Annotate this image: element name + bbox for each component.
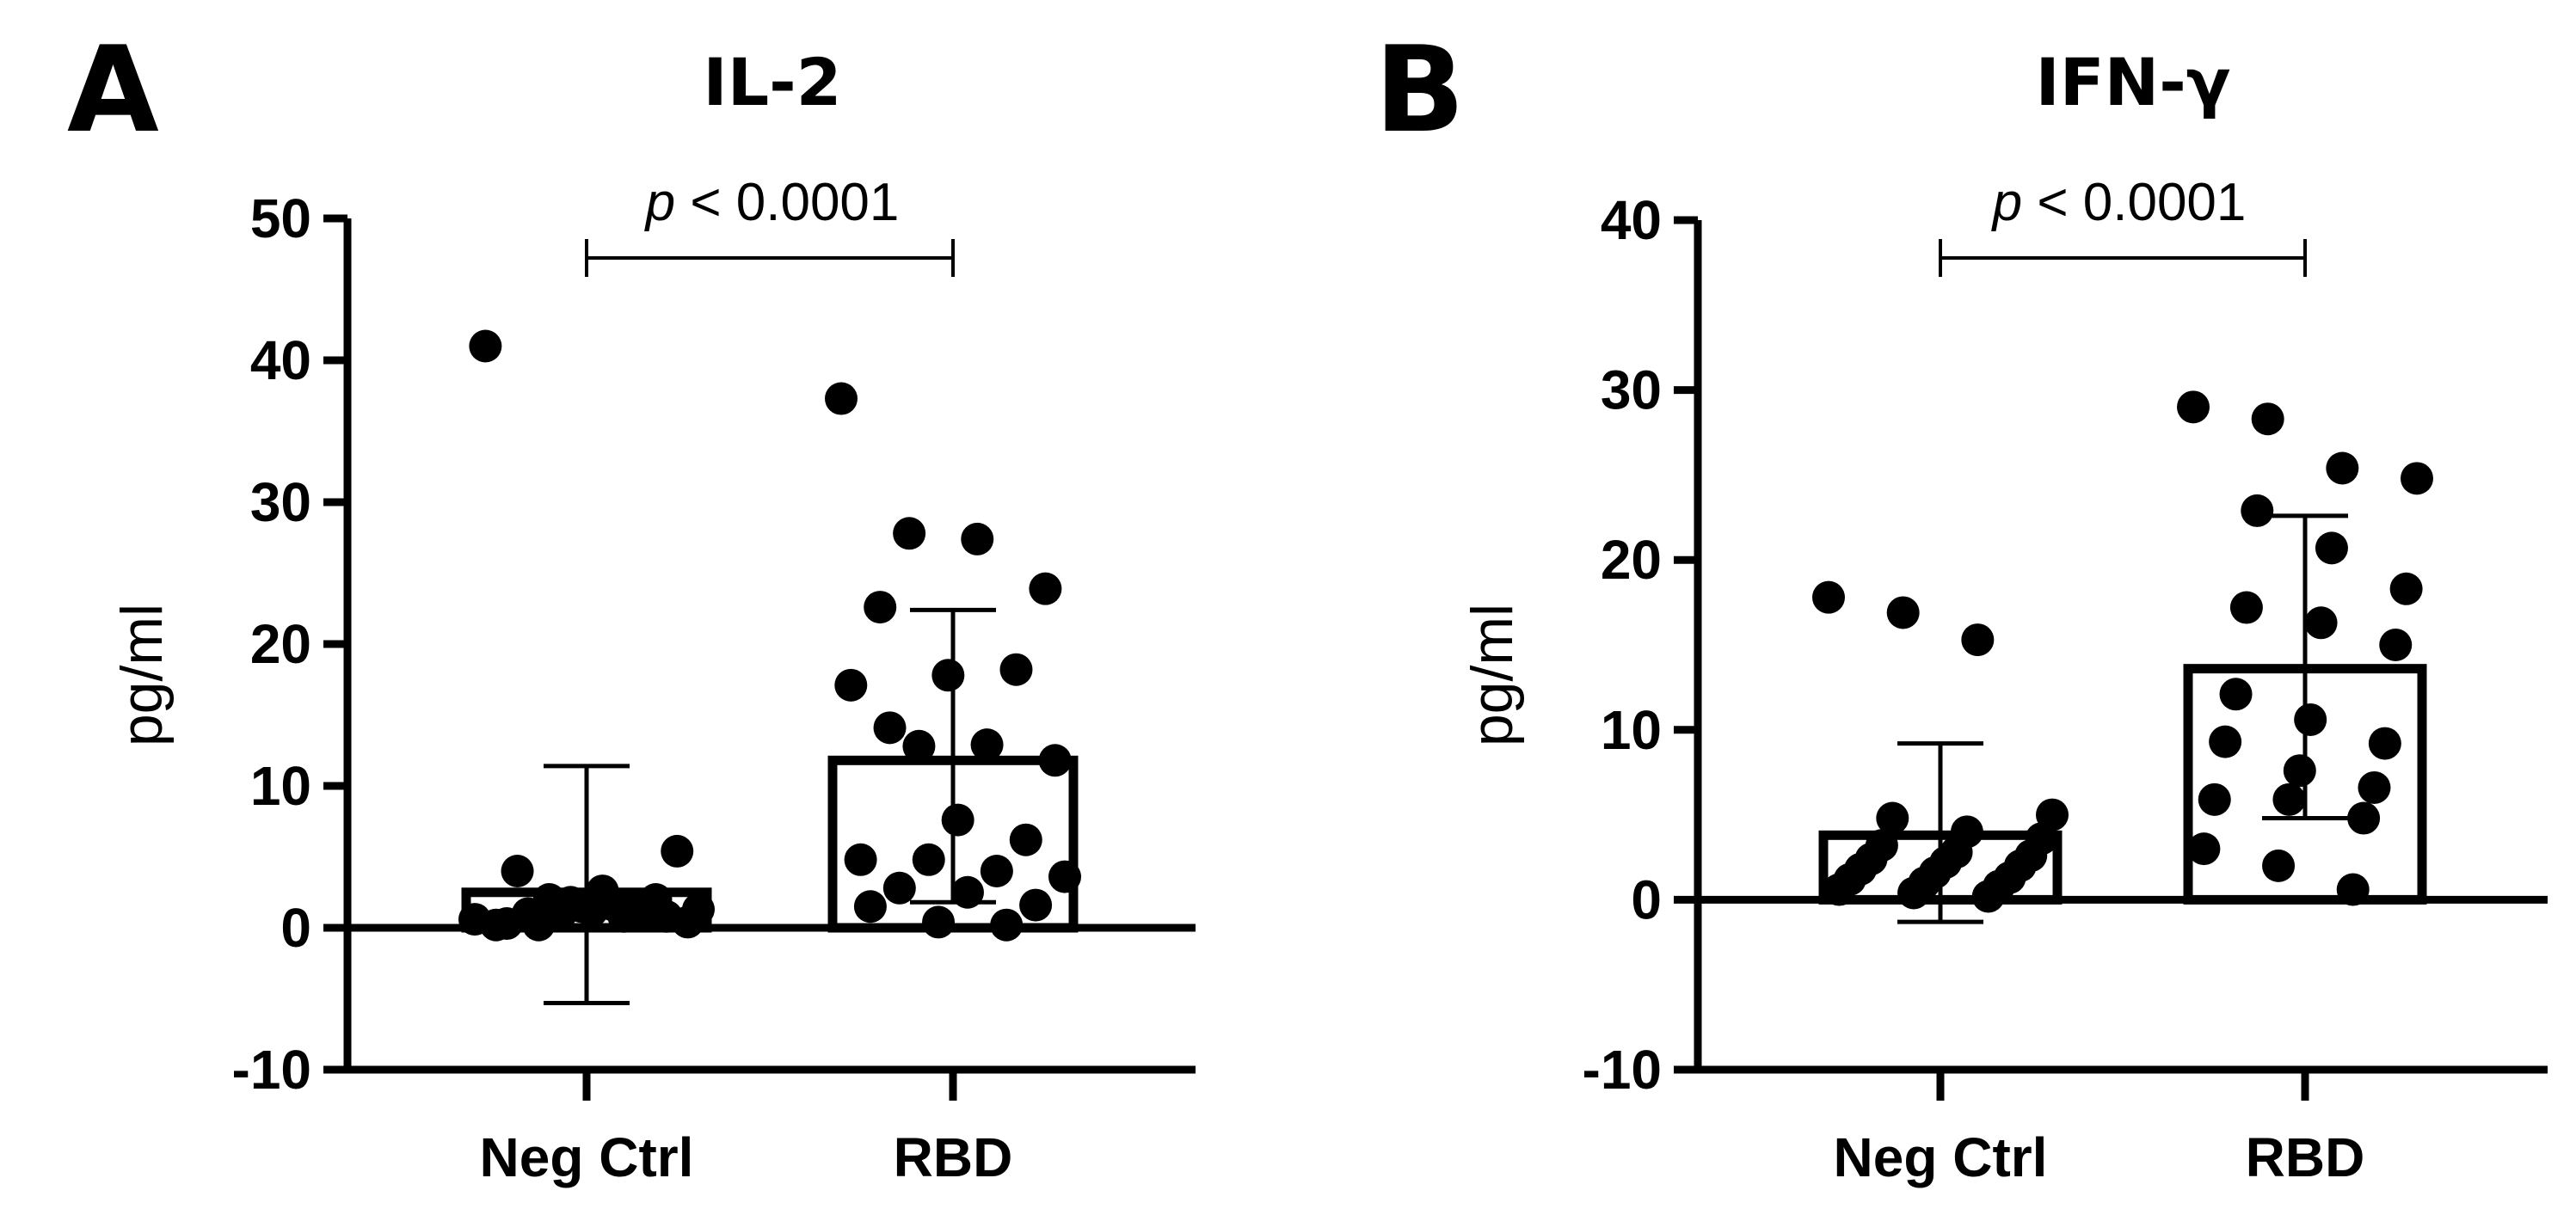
y-tick-label-b-5: 40 <box>1601 189 1662 251</box>
panel-b: B IFN-γ pg/ml p < 0.0001 Neg Ctrl RBD -1… <box>1374 21 2548 1188</box>
data-point-a-1-21 <box>853 890 887 924</box>
x-tick-label-a-rbd: RBD <box>894 1126 1013 1188</box>
data-point-a-1-13 <box>1009 823 1042 856</box>
data-point-b-1-14 <box>2283 754 2316 788</box>
data-point-b-0-19 <box>1823 873 1856 906</box>
data-point-b-1-15 <box>2358 770 2391 804</box>
data-point-b-1-6 <box>2389 572 2423 605</box>
panel-a: A IL-2 pg/ml p < 0.0001 Neg Ctrl RBD -10… <box>67 21 1196 1188</box>
data-point-a-0-16 <box>479 908 513 942</box>
data-point-b-1-2 <box>2326 451 2359 485</box>
p-value-text-a: < 0.0001 <box>675 173 899 232</box>
data-point-b-1-16 <box>2198 782 2231 816</box>
data-point-a-0-21 <box>618 891 651 924</box>
data-point-b-1-21 <box>2336 873 2370 906</box>
data-point-b-1-12 <box>2368 727 2401 760</box>
data-point-b-0-20 <box>1897 876 1931 910</box>
y-tick-label-b-3: 20 <box>1601 529 1662 591</box>
data-point-b-1-17 <box>2272 782 2306 816</box>
data-point-b-1-10 <box>2219 678 2253 711</box>
data-point-a-1-1 <box>893 517 926 550</box>
data-point-a-1-14 <box>844 843 877 876</box>
y-tick-label-a-0: -10 <box>232 1039 312 1101</box>
data-point-b-1-18 <box>2347 801 2381 835</box>
data-point-a-0-10 <box>501 855 534 887</box>
p-value-p-b: p <box>1991 173 2022 232</box>
data-point-b-0-2 <box>1961 623 1995 657</box>
data-point-b-1-4 <box>2241 494 2274 527</box>
y-tick-label-b-1: 0 <box>1631 868 1662 930</box>
data-point-a-1-10 <box>1038 744 1072 777</box>
chart-title-a: IL-2 <box>703 44 841 120</box>
data-point-a-1-4 <box>864 591 897 624</box>
y-axis-label-b: pg/ml <box>1460 604 1525 746</box>
data-point-a-1-16 <box>980 855 1013 887</box>
data-point-a-1-17 <box>1048 860 1081 893</box>
data-point-a-1-23 <box>990 908 1024 942</box>
y-tick-label-a-3: 20 <box>250 613 311 675</box>
data-point-a-1-22 <box>922 905 956 939</box>
data-point-b-1-0 <box>2177 390 2210 424</box>
data-point-b-0-1 <box>1886 596 1920 629</box>
panel-letter-a: A <box>67 21 159 159</box>
y-tick-label-a-6: 50 <box>250 187 311 249</box>
data-point-a-1-15 <box>912 843 945 876</box>
data-point-a-1-2 <box>961 522 994 555</box>
data-point-b-1-9 <box>2379 629 2413 661</box>
chart-title-b: IFN-γ <box>2035 44 2230 120</box>
data-point-b-0-21 <box>1971 880 2005 913</box>
panel-letter-b: B <box>1374 21 1465 159</box>
data-point-b-1-7 <box>2229 591 2263 624</box>
y-tick-label-a-2: 10 <box>250 755 311 817</box>
data-point-b-1-1 <box>2251 402 2284 436</box>
x-tick-label-b-neg-ctrl: Neg Ctrl <box>1834 1126 2048 1188</box>
p-value-text-b: < 0.0001 <box>2022 173 2246 232</box>
data-point-a-0-20 <box>544 899 577 932</box>
y-axis-label-a: pg/ml <box>109 604 175 746</box>
data-point-a-1-11 <box>873 711 907 745</box>
y-tick-label-b-0: -10 <box>1583 1039 1663 1101</box>
data-point-b-1-5 <box>2315 531 2348 565</box>
data-point-a-1-7 <box>834 668 868 702</box>
data-point-a-1-3 <box>1029 572 1062 605</box>
p-value-label-a: p < 0.0001 <box>644 173 900 232</box>
data-point-a-1-9 <box>970 728 1004 762</box>
data-point-a-0-19 <box>469 329 502 363</box>
data-point-a-1-8 <box>902 729 936 763</box>
data-point-a-1-5 <box>931 659 965 692</box>
y-tick-label-b-2: 10 <box>1601 699 1662 761</box>
data-point-b-1-20 <box>2262 849 2296 882</box>
data-point-a-1-19 <box>950 875 984 909</box>
data-point-b-1-3 <box>2401 462 2433 495</box>
data-point-b-1-13 <box>2209 725 2242 758</box>
data-point-b-1-11 <box>2294 703 2327 736</box>
y-tick-label-a-4: 30 <box>250 471 311 533</box>
y-tick-label-a-1: 0 <box>280 897 311 959</box>
p-value-p-a: p <box>644 173 675 232</box>
x-tick-label-a-neg-ctrl: Neg Ctrl <box>480 1126 694 1188</box>
data-point-b-1-8 <box>2304 606 2338 640</box>
data-point-a-1-0 <box>825 382 858 415</box>
data-point-a-1-18 <box>882 871 916 905</box>
data-point-a-1-12 <box>941 803 974 837</box>
data-point-a-1-6 <box>999 653 1033 686</box>
x-tick-label-b-rbd: RBD <box>2246 1126 2365 1188</box>
data-point-b-0-0 <box>1812 580 1845 614</box>
data-point-b-1-19 <box>2187 832 2221 866</box>
p-value-label-b: p < 0.0001 <box>1991 173 2247 232</box>
y-tick-label-a-5: 40 <box>250 329 311 391</box>
data-point-a-0-9 <box>661 834 694 868</box>
data-point-a-1-20 <box>1019 888 1053 922</box>
data-point-b-0-4 <box>1876 801 1909 835</box>
y-tick-label-b-4: 30 <box>1601 359 1662 421</box>
